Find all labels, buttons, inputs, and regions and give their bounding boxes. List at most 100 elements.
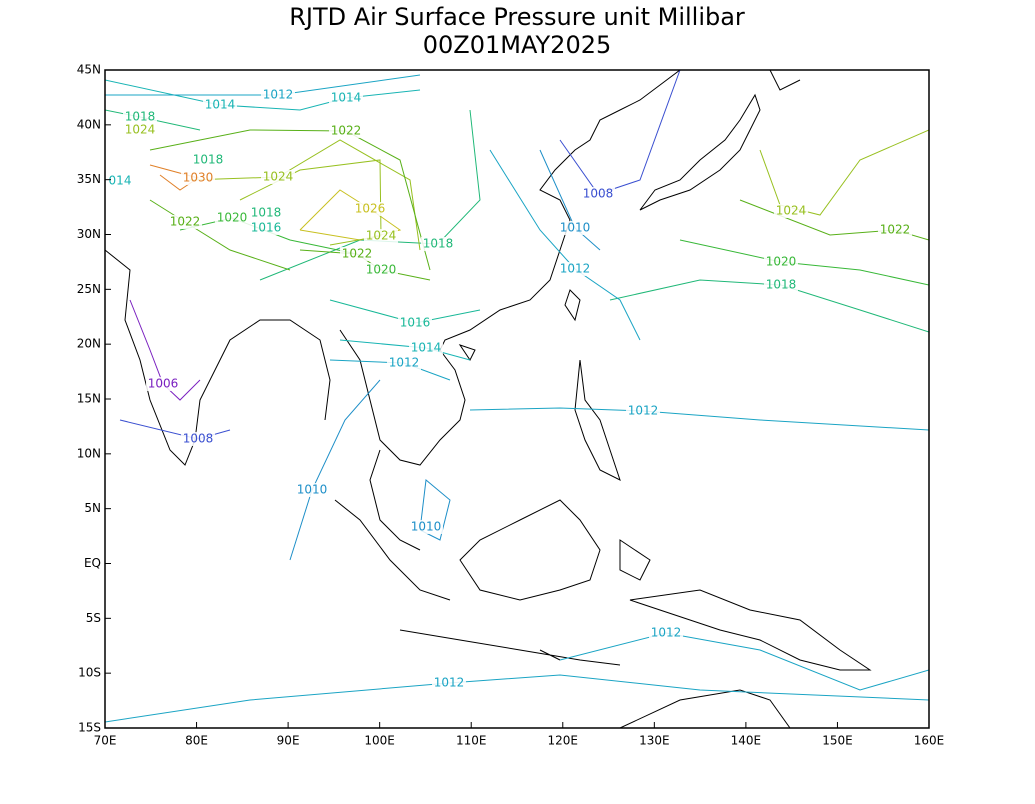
contour-line (489, 149, 641, 341)
contour-label-bg (649, 626, 683, 640)
contour-label-bg (123, 110, 157, 124)
contour-label: 1030 (183, 171, 214, 185)
contour-label-bg (409, 520, 443, 534)
contour-line (105, 674, 929, 723)
y-tick-label: 5S (86, 611, 101, 625)
map-title: RJTD Air Surface Pressure unit Millibar (289, 3, 745, 31)
contour-label-bg (764, 278, 798, 292)
contour-label: 014 (109, 174, 132, 188)
x-tick-label: 100E (364, 734, 395, 748)
contour-label: 1008 (183, 432, 214, 446)
contour-line (299, 249, 431, 281)
y-tick-label: 20N (77, 337, 101, 351)
contour-label: 1014 (331, 91, 362, 105)
contour-label-bg (421, 237, 455, 251)
contour-label: 1018 (251, 206, 282, 220)
x-tick-label: 120E (548, 734, 579, 748)
contour-label: 1018 (193, 153, 224, 167)
contour-label-bg (329, 124, 363, 138)
map-subtitle: 00Z01MAY2025 (423, 31, 612, 59)
contour-label-bg (581, 187, 615, 201)
contour-label: 1024 (776, 204, 807, 218)
x-tick-label: 80E (185, 734, 208, 748)
contour-label-bg (340, 247, 374, 261)
contour-label-bg (181, 432, 215, 446)
contour-label: 1010 (411, 520, 442, 534)
x-tick-label: 150E (822, 734, 853, 748)
contour-label: 1012 (560, 262, 591, 276)
contour-label: 1012 (434, 676, 465, 690)
contour-line (289, 379, 381, 561)
y-tick-label: 15N (77, 392, 101, 406)
contour-label: 1010 (297, 483, 328, 497)
y-tick-label: 35N (77, 172, 101, 186)
coastline (574, 359, 621, 481)
x-tick-label: 110E (456, 734, 487, 748)
contour-line (419, 479, 451, 541)
x-tick-label: 70E (94, 734, 117, 748)
contour-label-bg (626, 404, 660, 418)
contour-label-bg (249, 206, 283, 220)
contour-label: 1018 (125, 110, 156, 124)
contours: 1018 1024 1014 1012 1014 1022 1018 1030 1024 014 1… (105, 70, 929, 723)
contour-label-bg (764, 255, 798, 269)
contour-label: 1012 (263, 88, 294, 102)
contour-label-bg (387, 356, 421, 370)
y-tick-label: 15S (78, 721, 101, 735)
contour-label: 1018 (766, 278, 797, 292)
y-tick-label: 10N (77, 446, 101, 460)
y-tick-label: 25N (77, 282, 101, 296)
contour-line (149, 129, 431, 271)
contour-label: 1012 (651, 626, 682, 640)
contour-label: 1006 (148, 377, 179, 391)
contour-label-bg (168, 215, 202, 229)
contour-label-bg (558, 221, 592, 235)
contour-label: 1022 (331, 124, 362, 138)
contour-label: 1022 (170, 215, 201, 229)
y-tick-label: 40N (77, 117, 101, 131)
contour-line (469, 407, 929, 431)
contour-label-bg (261, 170, 295, 184)
contour-label: 1010 (560, 221, 591, 235)
contour-label: 1022 (342, 247, 373, 261)
contour-label-bg (215, 211, 249, 225)
contour-line (105, 79, 421, 111)
contour-label: 1008 (583, 187, 614, 201)
x-tick-label: 90E (277, 734, 300, 748)
contour-label: 1012 (389, 356, 420, 370)
contour-label-bg (409, 341, 443, 355)
contour-line (149, 199, 291, 271)
coastline (334, 449, 451, 601)
y-tick-label: 30N (77, 227, 101, 241)
contour-line (559, 70, 681, 195)
contour-line (759, 129, 929, 216)
coastline (105, 249, 331, 466)
contour-label: 1018 (423, 237, 454, 251)
x-tick-label: 160E (914, 734, 945, 748)
contour-line (559, 632, 929, 691)
contour-label-bg (329, 91, 363, 105)
contour-label: 1020 (217, 211, 248, 225)
contour-label: 1014 (205, 98, 236, 112)
coastline (639, 93, 761, 211)
coastline (339, 70, 681, 466)
contour-label-bg (353, 202, 387, 216)
y-tick-label: 5N (84, 501, 101, 515)
contour-line (679, 239, 929, 286)
coastlines (105, 70, 872, 728)
contour-label-bg (398, 316, 432, 330)
contour-label-bg (878, 223, 912, 237)
contour-label-bg (364, 263, 398, 277)
contour-label: 1022 (880, 223, 911, 237)
contour-label: 1024 (263, 170, 294, 184)
contour-line (189, 139, 421, 251)
contour-label: 1026 (355, 202, 386, 216)
coastline (458, 289, 581, 361)
contour-label-bg (295, 483, 329, 497)
contour-label: 1020 (766, 255, 797, 269)
coastline (619, 689, 791, 728)
coastline (459, 499, 601, 601)
contour-label: 1016 (251, 221, 282, 235)
plot-frame (104, 69, 930, 729)
